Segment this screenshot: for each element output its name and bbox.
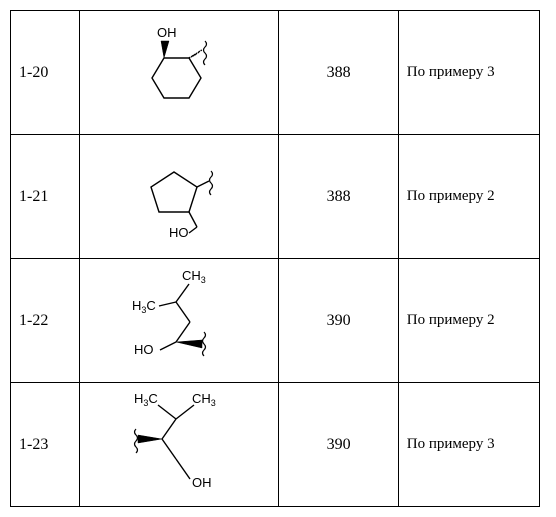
structure-1-21: HO: [119, 147, 239, 247]
structure-cell: OH: [79, 11, 279, 135]
table-row: 1-23 H3C CH3 OH 390 По прим: [11, 383, 540, 507]
row-id: 1-21: [11, 135, 80, 259]
oh-label: OH: [157, 25, 177, 40]
ho-label: HO: [134, 342, 154, 357]
structure-table: 1-20 OH 388 По примеру 3: [10, 10, 540, 507]
structure-1-22: CH3 H3C HO: [104, 266, 254, 376]
structure-cell: HO: [79, 135, 279, 259]
mass-value: 388: [279, 135, 398, 259]
h3c-label: H3C: [134, 391, 158, 408]
table-row: 1-22 CH3 H3C HO: [11, 259, 540, 383]
reference: По примеру 2: [398, 259, 539, 383]
ch3-label: CH3: [182, 268, 206, 285]
h3c-label: H3C: [132, 298, 156, 315]
mass-value: 390: [279, 383, 398, 507]
row-id: 1-20: [11, 11, 80, 135]
table-row: 1-20 OH 388 По примеру 3: [11, 11, 540, 135]
row-id: 1-23: [11, 383, 80, 507]
structure-1-23: H3C CH3 OH: [104, 387, 254, 502]
reference: По примеру 3: [398, 11, 539, 135]
row-id: 1-22: [11, 259, 80, 383]
structure-cell: CH3 H3C HO: [79, 259, 279, 383]
table-row: 1-21 HO 388 По примеру 2: [11, 135, 540, 259]
reference: По примеру 2: [398, 135, 539, 259]
oh-label: OH: [192, 475, 212, 490]
mass-value: 390: [279, 259, 398, 383]
reference: По примеру 3: [398, 383, 539, 507]
structure-1-20: OH: [119, 23, 239, 123]
ch3-label: CH3: [192, 391, 216, 408]
ho-label: HO: [169, 225, 189, 240]
mass-value: 388: [279, 11, 398, 135]
structure-cell: H3C CH3 OH: [79, 383, 279, 507]
